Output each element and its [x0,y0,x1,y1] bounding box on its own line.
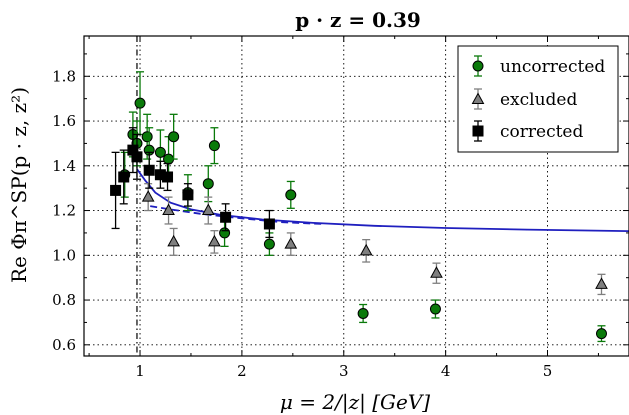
data-point [284,237,298,249]
y-axis-label: Re Φπ^SP(p · z, z²) [7,87,31,283]
x-tick-label: 4 [441,362,451,380]
data-point [118,171,130,183]
data-point [430,266,443,278]
y-tick-label: 1.0 [52,246,76,264]
legend-item-uncorrected: uncorrected [472,55,605,77]
data-point [285,189,297,201]
legend-item-excluded: excluded [471,88,577,110]
data-point [263,238,275,250]
data-point [131,151,143,163]
data-point [110,184,122,196]
x-tick-label: 5 [543,362,553,380]
data-point [201,203,215,216]
y-tick-label: 1.2 [52,202,76,220]
legend-box [457,45,619,153]
y-tick-label: 1.8 [52,67,76,85]
series-excluded [141,183,608,296]
data-point [595,328,607,340]
data-point [134,97,146,109]
data-point [154,146,166,158]
y-tick-label: 1.6 [52,112,76,130]
data-point [162,203,175,216]
y-tick-label: 1.4 [52,157,76,175]
data-point [167,234,180,247]
data-point [220,211,232,223]
x-tick-label: 1 [135,362,145,380]
data-point [202,178,214,190]
x-tick-label: 3 [339,362,349,380]
legend-label-corrected: corrected [500,122,583,142]
data-point [208,234,221,247]
data-point [141,131,153,143]
data-point [263,218,275,230]
axis-ticks: 1 2 3 4 5 0.6 0.8 1.0 1.2 1.4 1.6 1.8 [52,36,629,380]
data-point [143,164,155,176]
data-point [182,189,194,201]
data-point [168,131,180,143]
y-tick-label: 0.8 [52,291,76,309]
legend-triangle-marker [471,92,485,104]
data-points [110,71,608,343]
chart-title: p · z = 0.39 [295,8,421,32]
legend-label-excluded: excluded [500,90,577,110]
legend-square-marker [472,125,484,137]
fit-curve-solid [136,168,629,232]
data-point [162,171,174,183]
data-point [357,307,369,319]
legend-item-corrected: corrected [472,120,583,142]
data-point [429,303,441,315]
plot-frame [83,35,629,357]
x-axis-label: μ = 2/|z| [GeV] [280,390,430,415]
x-tick-label: 2 [237,362,247,380]
data-point [141,190,155,202]
legend-label-uncorrected: uncorrected [500,57,605,77]
legend-circle-marker [472,60,484,72]
data-point [359,243,373,256]
y-tick-label: 0.6 [52,336,76,354]
legend: uncorrected excluded corrected [457,45,619,153]
series-corrected [110,127,275,239]
data-point [208,140,220,152]
data-point [219,227,231,239]
data-point [595,277,608,289]
